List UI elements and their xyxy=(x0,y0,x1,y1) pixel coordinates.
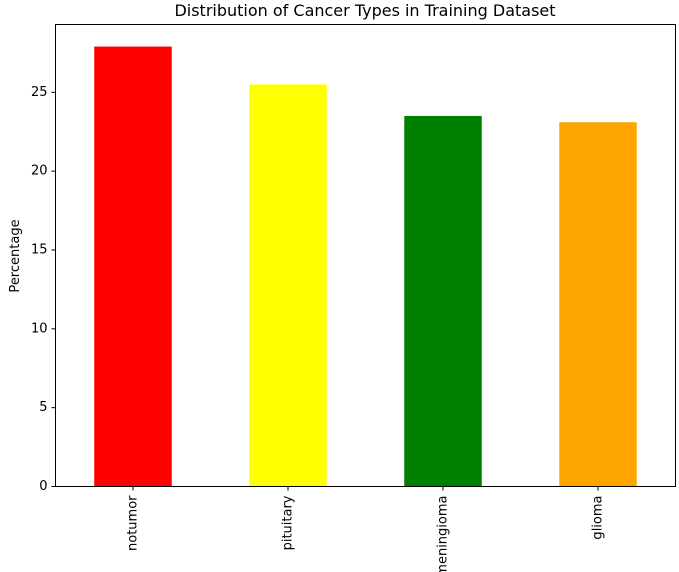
y-ticks: 0 5 10 15 20 25 xyxy=(31,85,56,494)
x-tick-label: glioma xyxy=(591,496,606,540)
y-axis-label: Percentage xyxy=(8,219,23,292)
bar-meningioma xyxy=(404,115,482,487)
bars-layer xyxy=(94,46,637,487)
plot-frame xyxy=(55,24,676,487)
y-tick-label: 25 xyxy=(31,85,48,100)
y-tick-label: 10 xyxy=(31,321,48,336)
x-tick-label: notumor xyxy=(126,495,141,551)
x-ticks: notumor pituitary meningioma glioma xyxy=(126,486,606,572)
chart-title: Distribution of Cancer Types in Training… xyxy=(174,1,555,20)
bar-notumor xyxy=(94,46,172,487)
x-tick-label: pituitary xyxy=(281,495,296,550)
y-tick-label: 20 xyxy=(31,164,48,179)
x-tick-label: meningioma xyxy=(436,496,451,572)
y-tick-label: 0 xyxy=(39,479,47,494)
bar-pituitary xyxy=(249,84,327,487)
y-tick-label: 15 xyxy=(31,242,48,257)
y-tick-label: 5 xyxy=(39,400,47,415)
bar-glioma xyxy=(559,122,637,487)
